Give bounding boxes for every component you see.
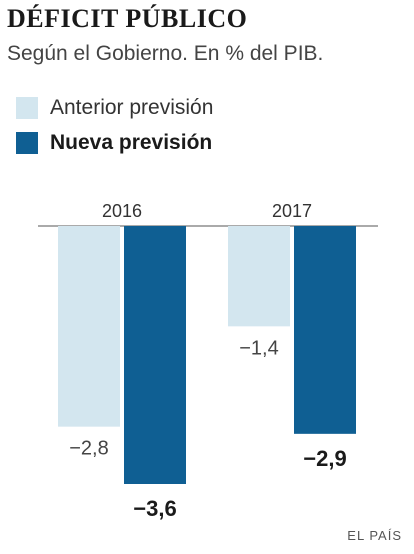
source-credit: EL PAÍS [347,528,402,543]
legend-label-anterior: Anterior previsión [50,96,214,119]
category-label-2017: 2017 [272,201,312,221]
bar-anterior-2017 [228,226,290,327]
category-label-2016: 2016 [102,201,142,221]
data-label-nueva-2016: −3,6 [133,496,176,521]
data-label-anterior-2016: −2,8 [69,438,108,460]
chart-title: DÉFICIT PÚBLICO [7,4,248,33]
legend-swatch-anterior [16,97,38,119]
legend-swatch-nueva [16,132,38,154]
legend-label-nueva: Nueva previsión [50,131,213,154]
data-label-nueva-2017: −2,9 [303,446,346,471]
bar-anterior-2016 [58,226,120,427]
data-label-anterior-2017: −1,4 [239,337,278,359]
legend-item-anterior: Anterior previsión [16,96,213,120]
chart-subtitle: Según el Gobierno. En % del PIB. [7,42,324,65]
bar-nueva-2017 [294,226,356,434]
bar-nueva-2016 [124,226,186,484]
legend-item-nueva: Nueva previsión [16,131,212,155]
